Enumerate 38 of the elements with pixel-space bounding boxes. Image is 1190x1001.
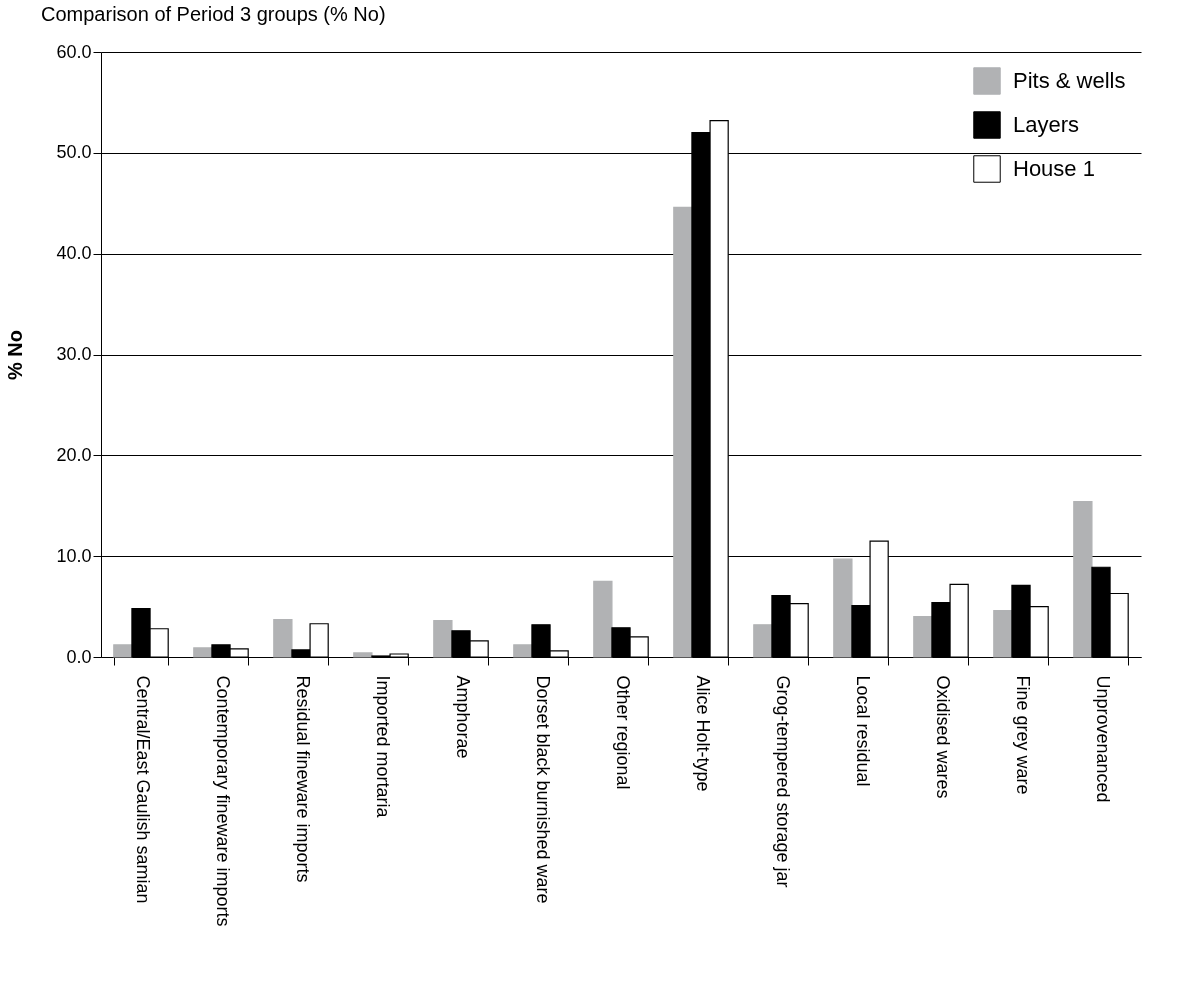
bar <box>833 558 853 658</box>
x-tick-label: Amphorae <box>452 675 473 759</box>
x-tick-label: Alice Holt-type <box>692 675 713 792</box>
bar <box>353 652 373 658</box>
y-tick-label: 30.0 <box>56 344 92 364</box>
x-tick-label: Fine grey ware <box>1012 675 1033 795</box>
y-axis-title: % No <box>4 330 27 380</box>
bar <box>193 647 213 658</box>
x-tick-label: Central/East Gaulish samian <box>132 675 153 904</box>
bar <box>673 206 693 658</box>
bar <box>593 580 613 658</box>
y-tick-label: 50.0 <box>56 142 92 163</box>
y-tick-label: 20.0 <box>56 444 92 465</box>
y-tick-label: 0.0 <box>66 646 92 667</box>
x-tick-label: Contemporary fineware imports <box>212 675 233 927</box>
legend-label: Layers <box>1013 112 1080 137</box>
legend-label: House 1 <box>1013 156 1095 181</box>
bar <box>1073 501 1093 658</box>
y-tick-label: 40.0 <box>56 243 92 264</box>
chart-title: Comparison of Period 3 groups (% No) <box>41 3 386 25</box>
x-tick-label: Oxidised wares <box>932 675 953 799</box>
x-tick-label: Imported mortaria <box>372 675 393 819</box>
x-tick-label: Grog-tempered storage jar <box>772 675 793 888</box>
x-tick-label: Local residual <box>852 675 873 787</box>
x-tick-label: Dorset black burnished ware <box>532 675 553 904</box>
bar <box>993 610 1013 658</box>
x-tick-label: Unprovenanced <box>1092 675 1113 803</box>
y-tick-label: 10.0 <box>56 545 92 566</box>
bar <box>273 619 293 658</box>
bar <box>753 624 773 658</box>
x-tick-label: Other regional <box>612 675 633 790</box>
legend-label: Pits & wells <box>1013 68 1126 93</box>
bar <box>913 616 933 658</box>
bar <box>513 644 533 658</box>
bar <box>433 620 453 658</box>
x-tick-label: Residual fineware imports <box>292 675 313 883</box>
y-tick-label: 60.0 <box>56 41 92 62</box>
bar <box>113 644 133 658</box>
